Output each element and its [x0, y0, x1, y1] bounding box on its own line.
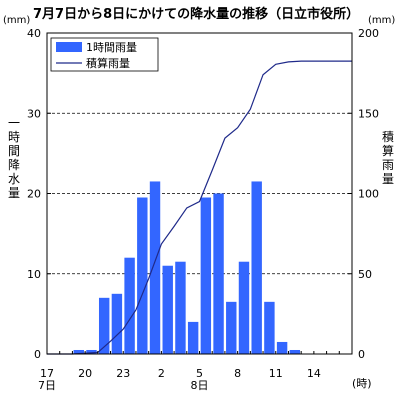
bar: [200, 197, 212, 354]
right-tick-label: 150: [358, 107, 379, 120]
chart-title: 7月7日から8日にかけての降水量の推移（日立市役所）: [33, 6, 359, 22]
right-tick-label: 100: [358, 188, 379, 201]
line-series: [47, 60, 352, 355]
bar: [124, 257, 135, 354]
x-tick-label: 8: [234, 367, 241, 380]
bar: [226, 301, 237, 354]
left-tick-label: 10: [27, 268, 41, 281]
bar: [73, 349, 84, 354]
legend-line-label: 積算雨量: [86, 56, 130, 70]
date-label: 8日: [191, 379, 209, 392]
bar: [137, 197, 148, 354]
x-tick-label: 23: [116, 367, 130, 380]
right-axis-label: 積算雨量: [382, 129, 394, 186]
cumulative-line: [47, 60, 352, 355]
right-tick-label: 200: [358, 27, 379, 40]
x-tick-label: 14: [307, 367, 321, 380]
right-axis-unit: (mm): [368, 15, 395, 26]
x-tick-label: 5: [196, 367, 203, 380]
left-axis-unit: (mm): [3, 15, 30, 26]
legend-bar-label: 1時間雨量: [86, 41, 137, 54]
bar: [149, 181, 161, 354]
legend-bar-swatch: [56, 42, 82, 52]
x-axis-unit: (時): [352, 377, 372, 390]
bar: [187, 321, 199, 354]
bar: [264, 301, 275, 354]
x-tick-label: 20: [78, 367, 92, 380]
bar-series: [73, 181, 301, 354]
bar: [86, 349, 97, 354]
left-tick-label: 20: [27, 188, 41, 201]
bar: [289, 349, 301, 354]
legend: 1時間雨量 積算雨量: [50, 37, 159, 72]
right-tick-label: 0: [358, 348, 365, 361]
date-label: 7日: [38, 379, 56, 392]
bar: [111, 293, 123, 354]
right-axis-ticks: 0 50 100 150 200: [348, 27, 379, 361]
bar: [213, 193, 224, 354]
left-axis-ticks: 0 10 20 30 40: [27, 27, 51, 361]
left-tick-label: 30: [27, 107, 41, 120]
bar: [251, 181, 262, 354]
x-tick-label: 11: [269, 367, 283, 380]
bar: [175, 261, 186, 354]
left-tick-label: 0: [34, 348, 41, 361]
x-axis-ticks: 17 20 23 2 5 8 11 14 7日 8日: [38, 351, 353, 392]
right-tick-label: 50: [358, 268, 372, 281]
bar: [238, 261, 250, 354]
bar: [98, 297, 110, 354]
bar: [276, 341, 288, 354]
grid-lines: [47, 112, 352, 275]
x-tick-label: 2: [158, 367, 165, 380]
bar: [162, 265, 173, 354]
x-tick-label: 17: [40, 367, 54, 380]
left-axis-label: 一時間降水量: [8, 116, 20, 200]
left-tick-label: 40: [27, 27, 41, 40]
